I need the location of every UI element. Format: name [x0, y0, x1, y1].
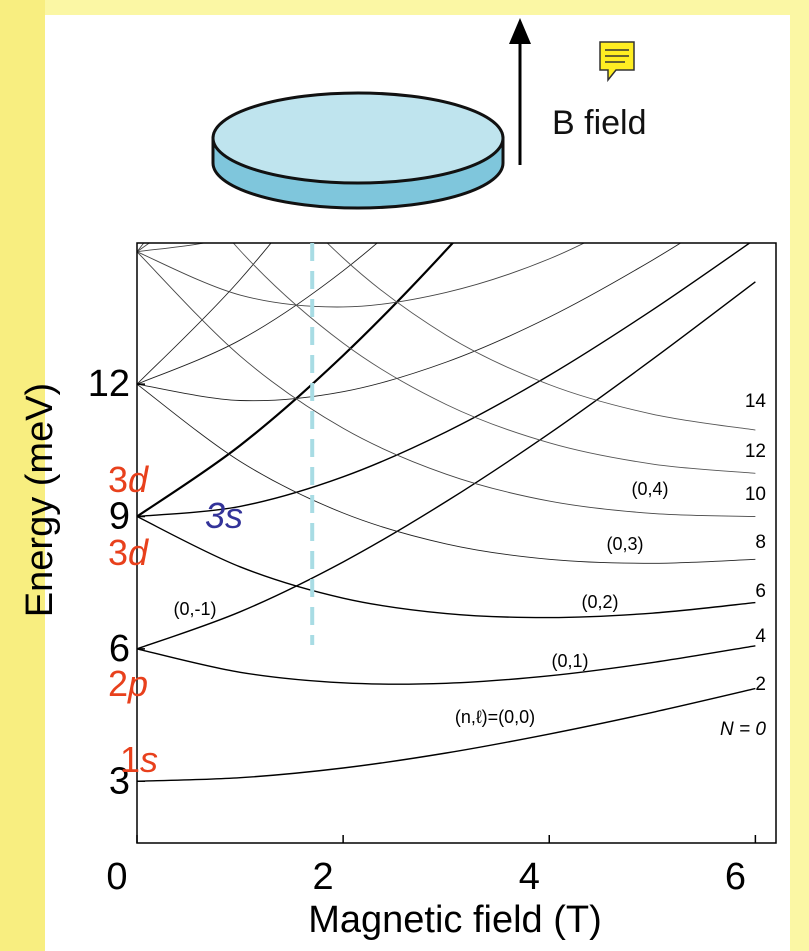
level-label: N = 0 [720, 719, 766, 740]
x-tick-label: 2 [313, 856, 334, 898]
x-tick-label: 0 [106, 856, 127, 898]
curve-label: (0,1) [551, 651, 588, 671]
x-axis-title: Magnetic field (T) [308, 899, 602, 941]
x-tick-label: 6 [725, 856, 746, 898]
orbital-label: 3s [205, 495, 243, 536]
orbital-n: 2 [108, 663, 128, 704]
orbital-n: 3 [108, 532, 128, 573]
y-axis-title: Energy (meV) [19, 383, 61, 617]
level-label: 10 [745, 484, 766, 505]
disk [213, 93, 503, 208]
slide: B field Magnetic field (T) Energy (meV) … [0, 0, 809, 951]
orbital-n: 3 [205, 495, 225, 536]
level-label: 12 [745, 441, 766, 462]
x-tick-label: 4 [519, 856, 540, 898]
y-tick-label: 12 [88, 363, 130, 405]
orbital-l: s [140, 739, 158, 780]
curve-label: (0,4) [631, 479, 668, 499]
orbital-l: d [128, 532, 149, 573]
level-label: 14 [745, 391, 767, 412]
orbital-n: 1 [120, 739, 140, 780]
orbital-label: 2p [108, 663, 148, 704]
orbital-n: 3 [108, 459, 128, 500]
field-label: B field [552, 104, 647, 142]
orbital-label: 3d [108, 459, 149, 500]
orbital-label: 3d [108, 532, 149, 573]
orbital-l: d [128, 459, 149, 500]
disk-top [213, 93, 503, 183]
curve-label: (n,ℓ)=(0,0) [455, 707, 535, 727]
orbital-l: p [127, 663, 148, 704]
curve-label: (0,-1) [173, 599, 216, 619]
curve-label: (0,2) [581, 592, 618, 612]
level-label: 2 [755, 674, 766, 695]
level-label: 6 [755, 581, 766, 602]
level-label: 4 [755, 626, 766, 647]
orbital-l: s [225, 495, 243, 536]
orbital-label: 1s [120, 739, 158, 780]
curve-label: (0,3) [606, 534, 643, 554]
level-label: 8 [755, 532, 766, 553]
